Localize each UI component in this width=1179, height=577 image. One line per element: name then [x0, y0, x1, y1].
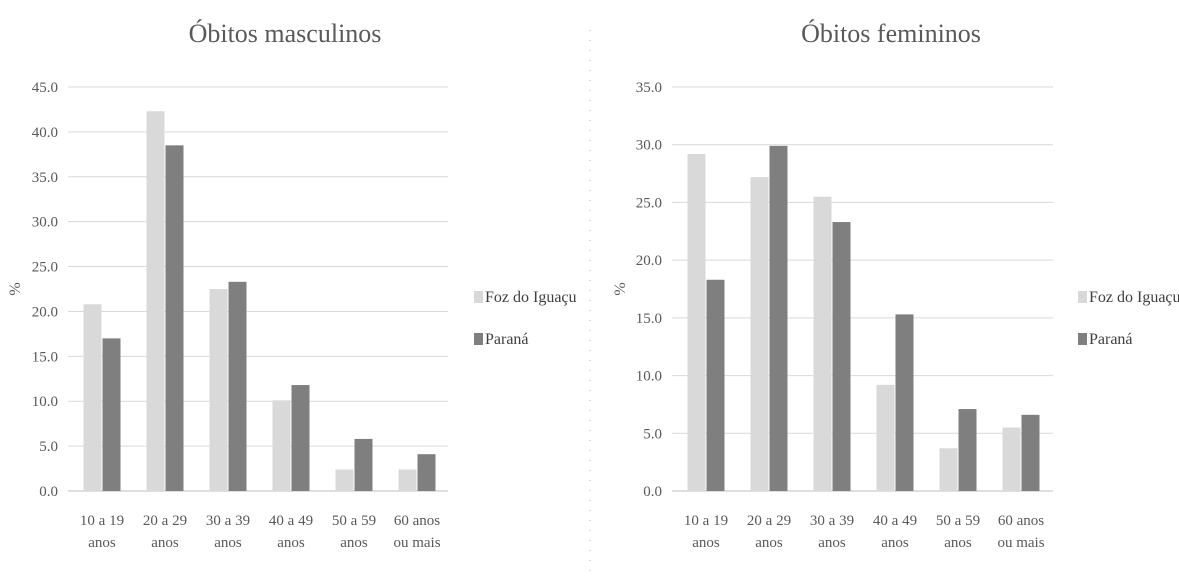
chart-title: Óbitos masculinos: [189, 19, 382, 48]
chart-title: Óbitos femininos: [801, 19, 981, 48]
x-tick-label: 60 anos: [394, 513, 440, 529]
y-tick-label: 30.0: [636, 138, 662, 154]
bar-parana: [769, 145, 788, 491]
legend-swatch: [474, 291, 483, 303]
bar-parana: [417, 454, 436, 491]
bar-parana: [706, 279, 725, 491]
bar-foz-do-iguacu: [398, 469, 417, 491]
x-tick-label: ou mais: [997, 535, 1044, 551]
legend-label: Foz do Iguaçu: [1089, 289, 1179, 306]
y-tick-label: 25.0: [32, 260, 58, 276]
bar-parana: [832, 222, 851, 491]
x-tick-label: 40 a 49: [269, 513, 313, 529]
legend-label: Foz do Iguaçu: [485, 289, 577, 306]
bar-parana: [354, 438, 373, 491]
y-tick-label: 30.0: [32, 215, 58, 231]
bar-parana: [958, 409, 977, 491]
bar-parana: [1021, 414, 1040, 491]
legend-swatch: [1078, 333, 1087, 345]
chart-female-deaths: Óbitos femininos 0.0 5.0 10.0 15.0 20.0 25.0 30…: [612, 19, 1179, 551]
legend-swatch: [1078, 291, 1087, 303]
x-tick-label: 60 anos: [998, 513, 1044, 529]
x-tick-label: 10 a 19: [684, 513, 728, 529]
y-tick-label: 5.0: [39, 439, 58, 455]
bar-foz-do-iguacu: [146, 111, 165, 492]
y-tick-label: 35.0: [32, 170, 58, 186]
y-tick-label: 15.0: [32, 349, 58, 365]
bar-foz-do-iguacu: [83, 304, 102, 491]
bar-foz-do-iguacu: [335, 469, 354, 491]
bar-foz-do-iguacu: [1002, 427, 1021, 491]
bar-parana: [165, 145, 184, 491]
x-tick-label: 20 a 29: [747, 513, 791, 529]
x-tick-label: anos: [818, 535, 846, 551]
x-tick-label: 30 a 39: [810, 513, 854, 529]
x-tick-label: anos: [277, 535, 305, 551]
bar-parana: [895, 314, 914, 491]
x-tick-label: anos: [692, 535, 720, 551]
y-axis-label: %: [7, 282, 24, 295]
bar-foz-do-iguacu: [687, 153, 706, 491]
bar-foz-do-iguacu: [209, 289, 228, 491]
x-tick-label: anos: [214, 535, 242, 551]
bar-parana: [102, 338, 121, 491]
y-tick-label: 45.0: [32, 80, 58, 96]
x-tick-label: anos: [944, 535, 972, 551]
x-tick-label: 40 a 49: [873, 513, 917, 529]
bar-foz-do-iguacu: [939, 448, 958, 491]
bar-foz-do-iguacu: [876, 384, 895, 491]
y-tick-label: 0.0: [39, 484, 58, 500]
y-tick-label: 10.0: [636, 369, 662, 385]
legend-label: Paraná: [1089, 331, 1133, 348]
bar-parana: [291, 385, 310, 491]
x-tick-label: 50 a 59: [936, 513, 980, 529]
y-tick-label: 35.0: [636, 80, 662, 96]
x-tick-label: 30 a 39: [206, 513, 250, 529]
x-tick-label: 50 a 59: [332, 513, 376, 529]
x-tick-label: anos: [340, 535, 368, 551]
x-tick-label: ou mais: [393, 535, 440, 551]
y-tick-label: 0.0: [643, 484, 662, 500]
bar-parana: [228, 281, 247, 491]
y-tick-label: 20.0: [32, 304, 58, 320]
y-tick-label: 20.0: [636, 253, 662, 269]
x-tick-label: anos: [755, 535, 783, 551]
bar-foz-do-iguacu: [750, 177, 769, 491]
x-tick-label: anos: [881, 535, 909, 551]
legend-swatch: [474, 333, 483, 345]
chart-male-deaths: Óbitos masculinos 0.0 5.0 10.0 15.0 20.0 25.0 3…: [7, 19, 577, 551]
x-tick-label: anos: [151, 535, 179, 551]
bar-foz-do-iguacu: [272, 400, 291, 491]
x-tick-label: 20 a 29: [143, 513, 187, 529]
y-tick-label: 5.0: [643, 426, 662, 442]
x-tick-label: anos: [88, 535, 116, 551]
y-tick-label: 40.0: [32, 125, 58, 141]
y-tick-label: 10.0: [32, 394, 58, 410]
y-tick-label: 25.0: [636, 195, 662, 211]
y-axis-label: %: [612, 282, 629, 295]
x-tick-label: 10 a 19: [80, 513, 124, 529]
bar-foz-do-iguacu: [813, 196, 832, 491]
legend-label: Paraná: [485, 331, 529, 348]
y-tick-label: 15.0: [636, 311, 662, 327]
